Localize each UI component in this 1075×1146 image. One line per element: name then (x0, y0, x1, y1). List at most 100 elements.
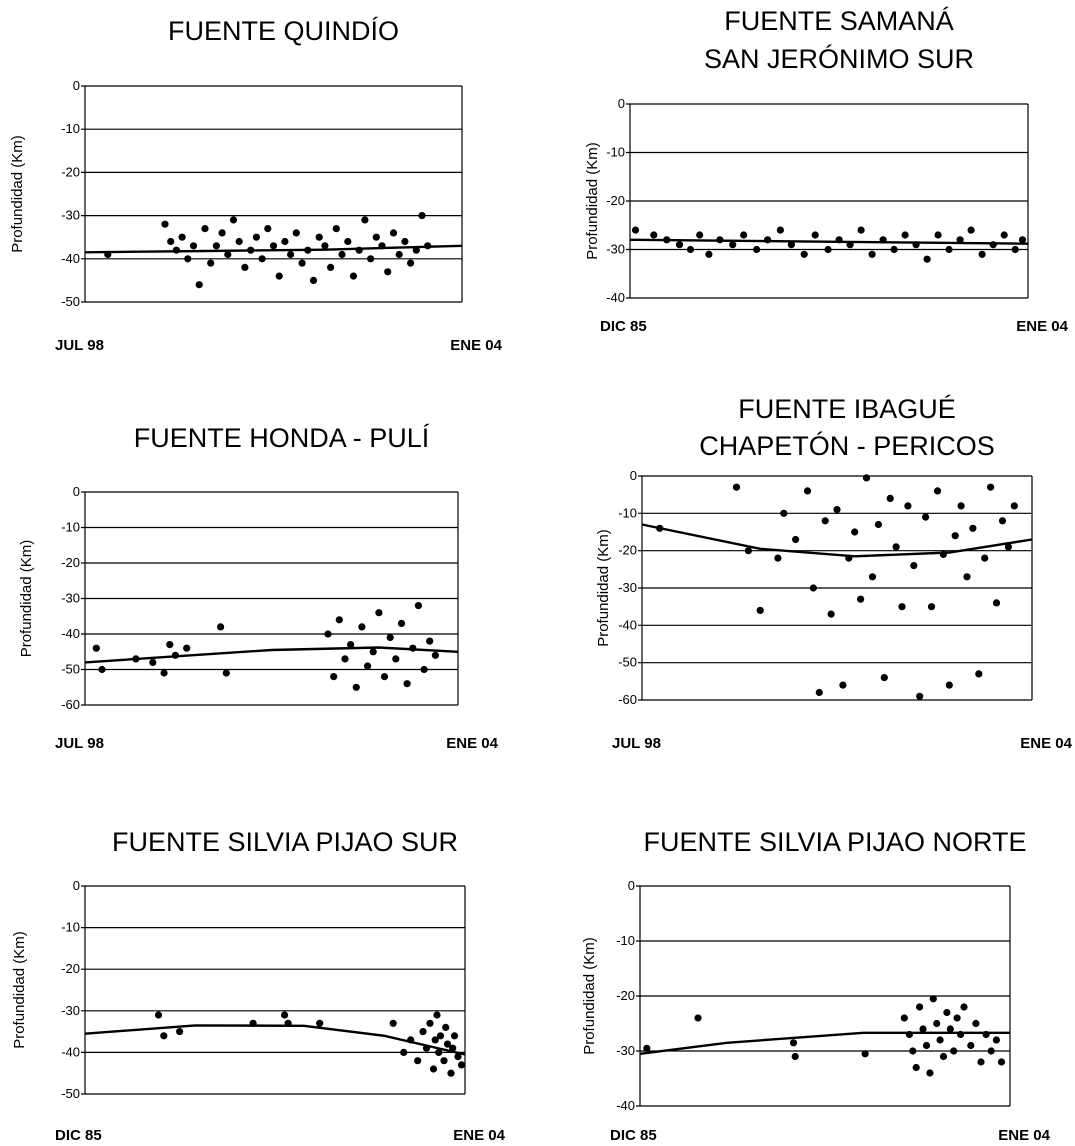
data-point (963, 573, 971, 581)
data-point (939, 550, 948, 559)
data-point (933, 487, 942, 495)
data-point (419, 1028, 427, 1036)
data-point (912, 1063, 920, 1072)
data-point (862, 474, 871, 482)
chart-title: CHAPETÓN - PERICOS (699, 430, 995, 461)
data-point (957, 502, 965, 510)
data-point (229, 216, 238, 224)
data-point (922, 513, 930, 521)
data-point (851, 528, 859, 536)
data-point (756, 606, 764, 615)
chart-title: FUENTE SILVIA PIJAO NORTE (643, 827, 1026, 857)
y-tick-label: -30 (61, 1003, 80, 1018)
data-point (927, 603, 936, 611)
y-tick-label: -20 (606, 193, 625, 208)
data-point (160, 669, 168, 677)
data-point (919, 1025, 927, 1033)
data-point (378, 242, 386, 250)
y-tick-label: -30 (606, 242, 625, 257)
data-point (945, 245, 953, 254)
x-end-label: ENE 04 (1020, 735, 1072, 752)
chart-panel-honda-puli: FUENTE HONDA - PULÍ 0 -10 -20 -30 -40 -50 -60 Pr… (18, 423, 499, 752)
data-point (249, 1019, 257, 1027)
data-point (235, 237, 243, 246)
data-point (936, 1036, 944, 1044)
data-point (934, 231, 942, 239)
data-point (167, 237, 175, 246)
y-tick-label: -50 (618, 655, 637, 670)
trend-line (629, 238, 1029, 245)
data-point (811, 231, 819, 239)
data-point (890, 245, 898, 254)
data-point (827, 610, 835, 618)
data-point (901, 231, 909, 239)
y-axis-label: Profundidad (Km) (581, 937, 598, 1055)
chart-title: SAN JERÓNIMO SUR (704, 43, 974, 74)
data-point (212, 242, 220, 250)
chart-panel-ibague-chapeton-pericos: FUENTE IBAGUÉ CHAPETÓN - PERICOS 0 -10 -20 -3… (595, 394, 1073, 752)
data-point (392, 655, 400, 663)
y-tick-label: -30 (618, 580, 637, 595)
data-point (833, 506, 841, 514)
data-point (316, 1019, 324, 1027)
data-point (258, 255, 266, 263)
data-point (284, 1019, 292, 1027)
data-point (207, 259, 215, 267)
data-point (189, 242, 198, 250)
data-point (344, 237, 352, 246)
y-tick-label: -40 (618, 617, 637, 632)
data-point (355, 246, 363, 254)
data-point (422, 1044, 431, 1052)
data-point (982, 1030, 990, 1039)
data-point (792, 535, 800, 544)
data-point (1011, 245, 1019, 254)
data-point (1000, 231, 1008, 239)
data-point (414, 602, 422, 610)
data-point (440, 1057, 448, 1065)
data-point (154, 1011, 163, 1019)
data-point (987, 483, 995, 491)
data-point (744, 547, 753, 555)
data-point (933, 1019, 941, 1028)
y-tick-label: -30 (61, 591, 80, 606)
data-point (951, 532, 959, 540)
data-point (960, 1003, 968, 1011)
y-tick-label: 0 (618, 96, 625, 111)
data-point (957, 1030, 965, 1039)
y-tick-label: -60 (61, 697, 80, 712)
data-point (132, 655, 140, 663)
data-point (835, 236, 843, 244)
y-tick-label: -40 (61, 1044, 80, 1059)
data-point (269, 242, 278, 250)
data-point (442, 1023, 450, 1031)
data-point (304, 246, 312, 254)
data-point (916, 692, 924, 700)
y-tick-label: -60 (618, 692, 637, 707)
data-point (631, 226, 640, 234)
x-start-label: DIC 85 (610, 1127, 657, 1144)
data-point (975, 670, 983, 678)
data-point (384, 268, 392, 276)
data-point (780, 509, 788, 517)
data-point (409, 644, 417, 652)
y-tick-label: -10 (618, 505, 637, 520)
y-tick-label: -30 (616, 1043, 635, 1058)
data-point (892, 543, 900, 551)
data-point (956, 236, 964, 244)
data-point (397, 619, 406, 628)
data-point (809, 584, 818, 592)
data-point (857, 226, 865, 234)
data-point (845, 554, 853, 562)
data-point (166, 641, 174, 649)
data-point (104, 250, 112, 259)
data-point (420, 665, 428, 674)
data-point (923, 255, 931, 263)
data-point (992, 599, 1001, 607)
x-end-label: ENE 04 (453, 1127, 505, 1144)
data-point (364, 662, 372, 670)
x-end-label: ENE 04 (450, 337, 502, 354)
y-tick-label: -10 (61, 520, 80, 535)
trend-line (641, 523, 1033, 558)
data-point (217, 623, 225, 631)
